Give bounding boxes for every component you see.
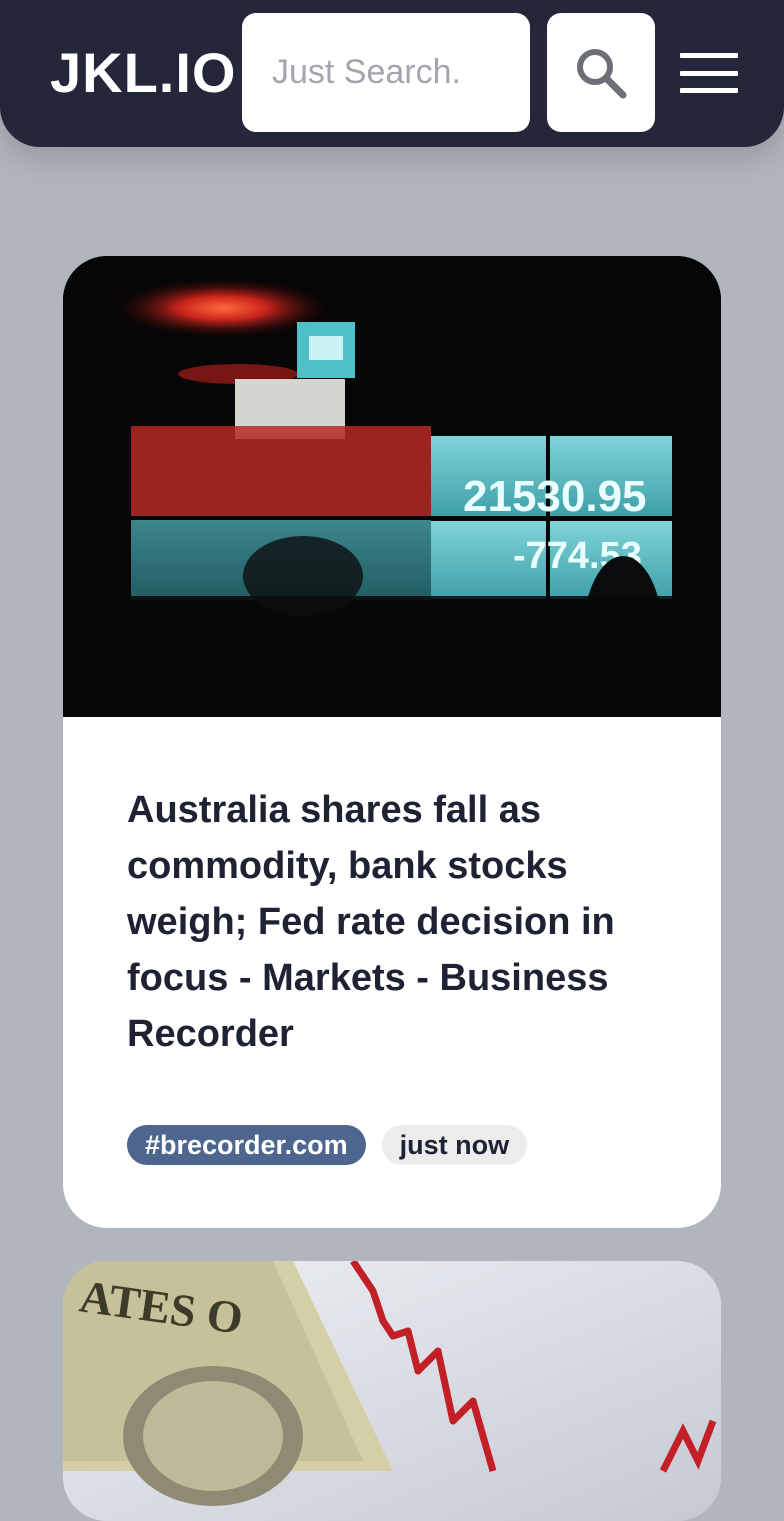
article-card[interactable]: ATES O	[63, 1261, 721, 1521]
source-tag[interactable]: #brecorder.com	[127, 1125, 366, 1165]
site-logo[interactable]: JKL.IO	[50, 41, 237, 104]
hamburger-menu-icon[interactable]	[676, 48, 742, 98]
search-button[interactable]	[547, 13, 655, 132]
stock-board-photo: 21530.95 -774.53	[63, 256, 721, 717]
search-icon	[577, 48, 627, 98]
search-input[interactable]	[242, 13, 530, 132]
article-image[interactable]: 21530.95 -774.53	[63, 256, 721, 717]
article-meta: #brecorder.com just now	[127, 1125, 528, 1165]
ticker-value-text: 21530.95	[463, 472, 647, 521]
menu-line	[680, 88, 738, 93]
top-bar: JKL.IO	[0, 0, 784, 147]
article-card[interactable]: 21530.95 -774.53 Australia shares fall a…	[63, 256, 721, 1228]
article-title[interactable]: Australia shares fall as commodity, bank…	[127, 789, 615, 1055]
timestamp-badge: just now	[381, 1125, 528, 1165]
dollar-chart-photo: ATES O	[63, 1261, 721, 1521]
menu-line	[680, 70, 738, 76]
menu-line	[680, 53, 738, 58]
